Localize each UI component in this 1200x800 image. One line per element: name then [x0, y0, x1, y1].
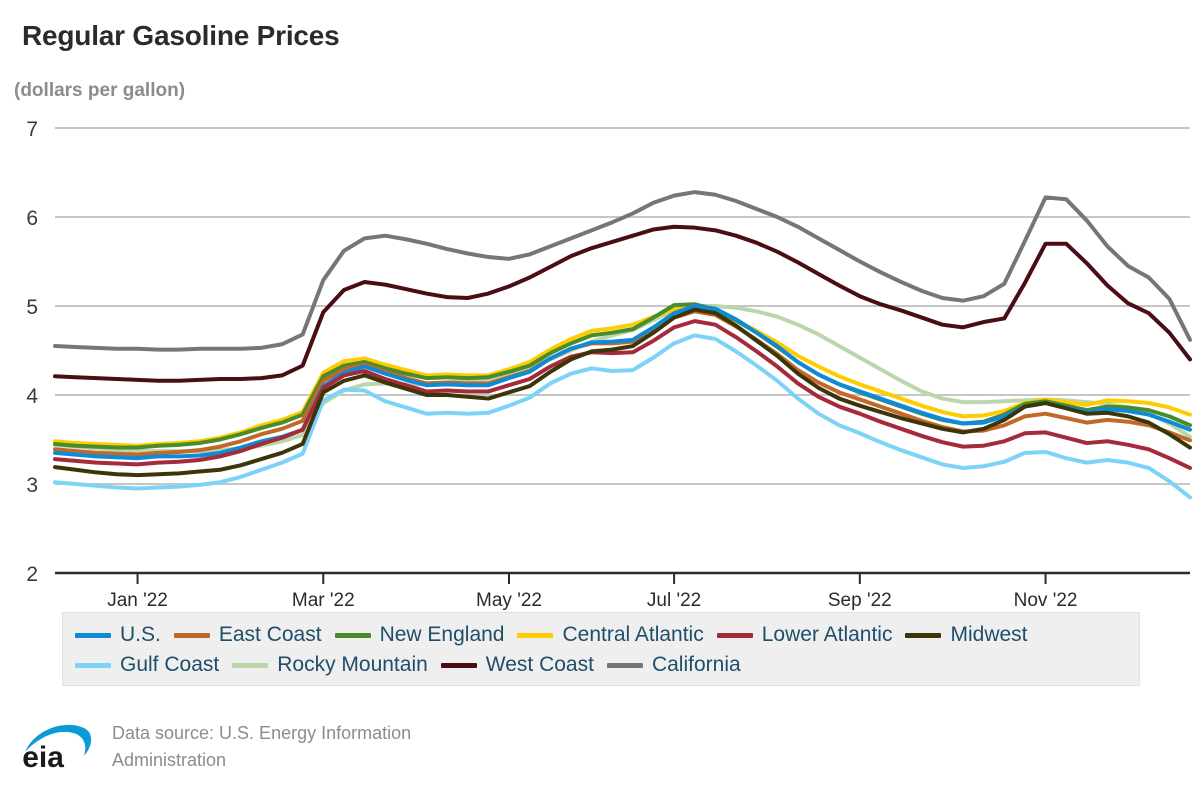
- legend-label-rocky-mountain: Rocky Mountain: [277, 653, 428, 676]
- legend-item-lower-atlantic[interactable]: Lower Atlantic: [716, 623, 893, 647]
- x-axis-tick-label: Nov '22: [1014, 590, 1078, 611]
- page-title: Regular Gasoline Prices: [22, 20, 340, 51]
- legend-swatch-midwest: [905, 632, 942, 638]
- series-line-midwest: [53, 307, 1192, 478]
- eia-logo-icon: eia: [22, 724, 92, 774]
- data-source-text: Data source: U.S. Energy Information Adm…: [112, 716, 411, 774]
- legend-item-east-coast[interactable]: East Coast: [173, 623, 322, 647]
- x-axis-tick-label: Jul '22: [647, 590, 701, 611]
- legend-label-west-coast: West Coast: [485, 653, 594, 676]
- x-axis-tick-label: Mar '22: [292, 590, 355, 611]
- legend-label-lower-atlantic: Lower Atlantic: [761, 623, 893, 646]
- series-line-california: [53, 190, 1192, 352]
- svg-text:eia: eia: [22, 741, 64, 774]
- legend-label-gulf-coast: Gulf Coast: [120, 653, 220, 676]
- legend-label-new-england: New England: [379, 623, 505, 646]
- legend-swatch-new-england: [334, 632, 371, 638]
- y-axis-tick-label: 4: [26, 385, 38, 408]
- legend-item-rocky-mountain[interactable]: Rocky Mountain: [232, 653, 428, 677]
- y-axis-tick-label: 2: [26, 563, 38, 586]
- y-axis-tick-label: 6: [26, 207, 38, 230]
- y-axis-tick-label: 5: [26, 296, 38, 319]
- x-axis-tick-label: May '22: [476, 590, 542, 611]
- legend-item-california[interactable]: California: [606, 653, 741, 677]
- x-axis-tick-label: Sep '22: [828, 590, 892, 611]
- legend-label-u-s: U.S.: [120, 623, 161, 646]
- legend-item-u-s[interactable]: U.S.: [75, 623, 161, 647]
- series-line-u-s: [53, 304, 1192, 461]
- series-line-lower-atlantic: [53, 319, 1192, 470]
- legend-row-primary: U.S. East Coast New England Central Atlanti…: [75, 620, 1127, 650]
- chart-footer: eia Data source: U.S. Energy Information…: [20, 716, 411, 774]
- source-line-2: Administration: [112, 750, 227, 770]
- legend-item-central-atlantic[interactable]: Central Atlantic: [517, 623, 704, 647]
- series-line-west-coast: [53, 224, 1192, 383]
- legend-label-central-atlantic: Central Atlantic: [562, 623, 704, 646]
- legend-swatch-california: [606, 662, 643, 668]
- legend-swatch-east-coast: [173, 632, 210, 638]
- legend-item-midwest[interactable]: Midwest: [905, 623, 1028, 647]
- legend-swatch-lower-atlantic: [716, 632, 753, 638]
- x-axis-tick-label: Jan '22: [107, 590, 168, 611]
- legend-item-new-england[interactable]: New England: [334, 623, 505, 647]
- series-line-gulf-coast: [53, 333, 1192, 500]
- chart-legend: U.S. East Coast New England Central Atlanti…: [62, 612, 1140, 686]
- y-axis-tick-label: 7: [26, 118, 38, 141]
- y-axis-tick-label: 3: [26, 474, 38, 497]
- legend-item-west-coast[interactable]: West Coast: [440, 653, 594, 677]
- legend-label-east-coast: East Coast: [218, 623, 322, 646]
- legend-row-secondary: Gulf Coast Rocky Mountain West Coast Califo…: [75, 650, 1127, 680]
- legend-label-midwest: Midwest: [950, 623, 1028, 646]
- chart-units-subtitle: (dollars per gallon): [14, 80, 186, 101]
- source-line-1: Data source: U.S. Energy Information: [112, 723, 412, 743]
- legend-swatch-gulf-coast: [75, 662, 111, 668]
- legend-swatch-west-coast: [440, 662, 477, 668]
- legend-label-california: California: [651, 653, 741, 676]
- legend-item-gulf-coast[interactable]: Gulf Coast: [75, 653, 219, 677]
- legend-swatch-rocky-mountain: [232, 662, 269, 668]
- legend-swatch-u-s: [75, 632, 111, 638]
- legend-swatch-central-atlantic: [517, 632, 554, 638]
